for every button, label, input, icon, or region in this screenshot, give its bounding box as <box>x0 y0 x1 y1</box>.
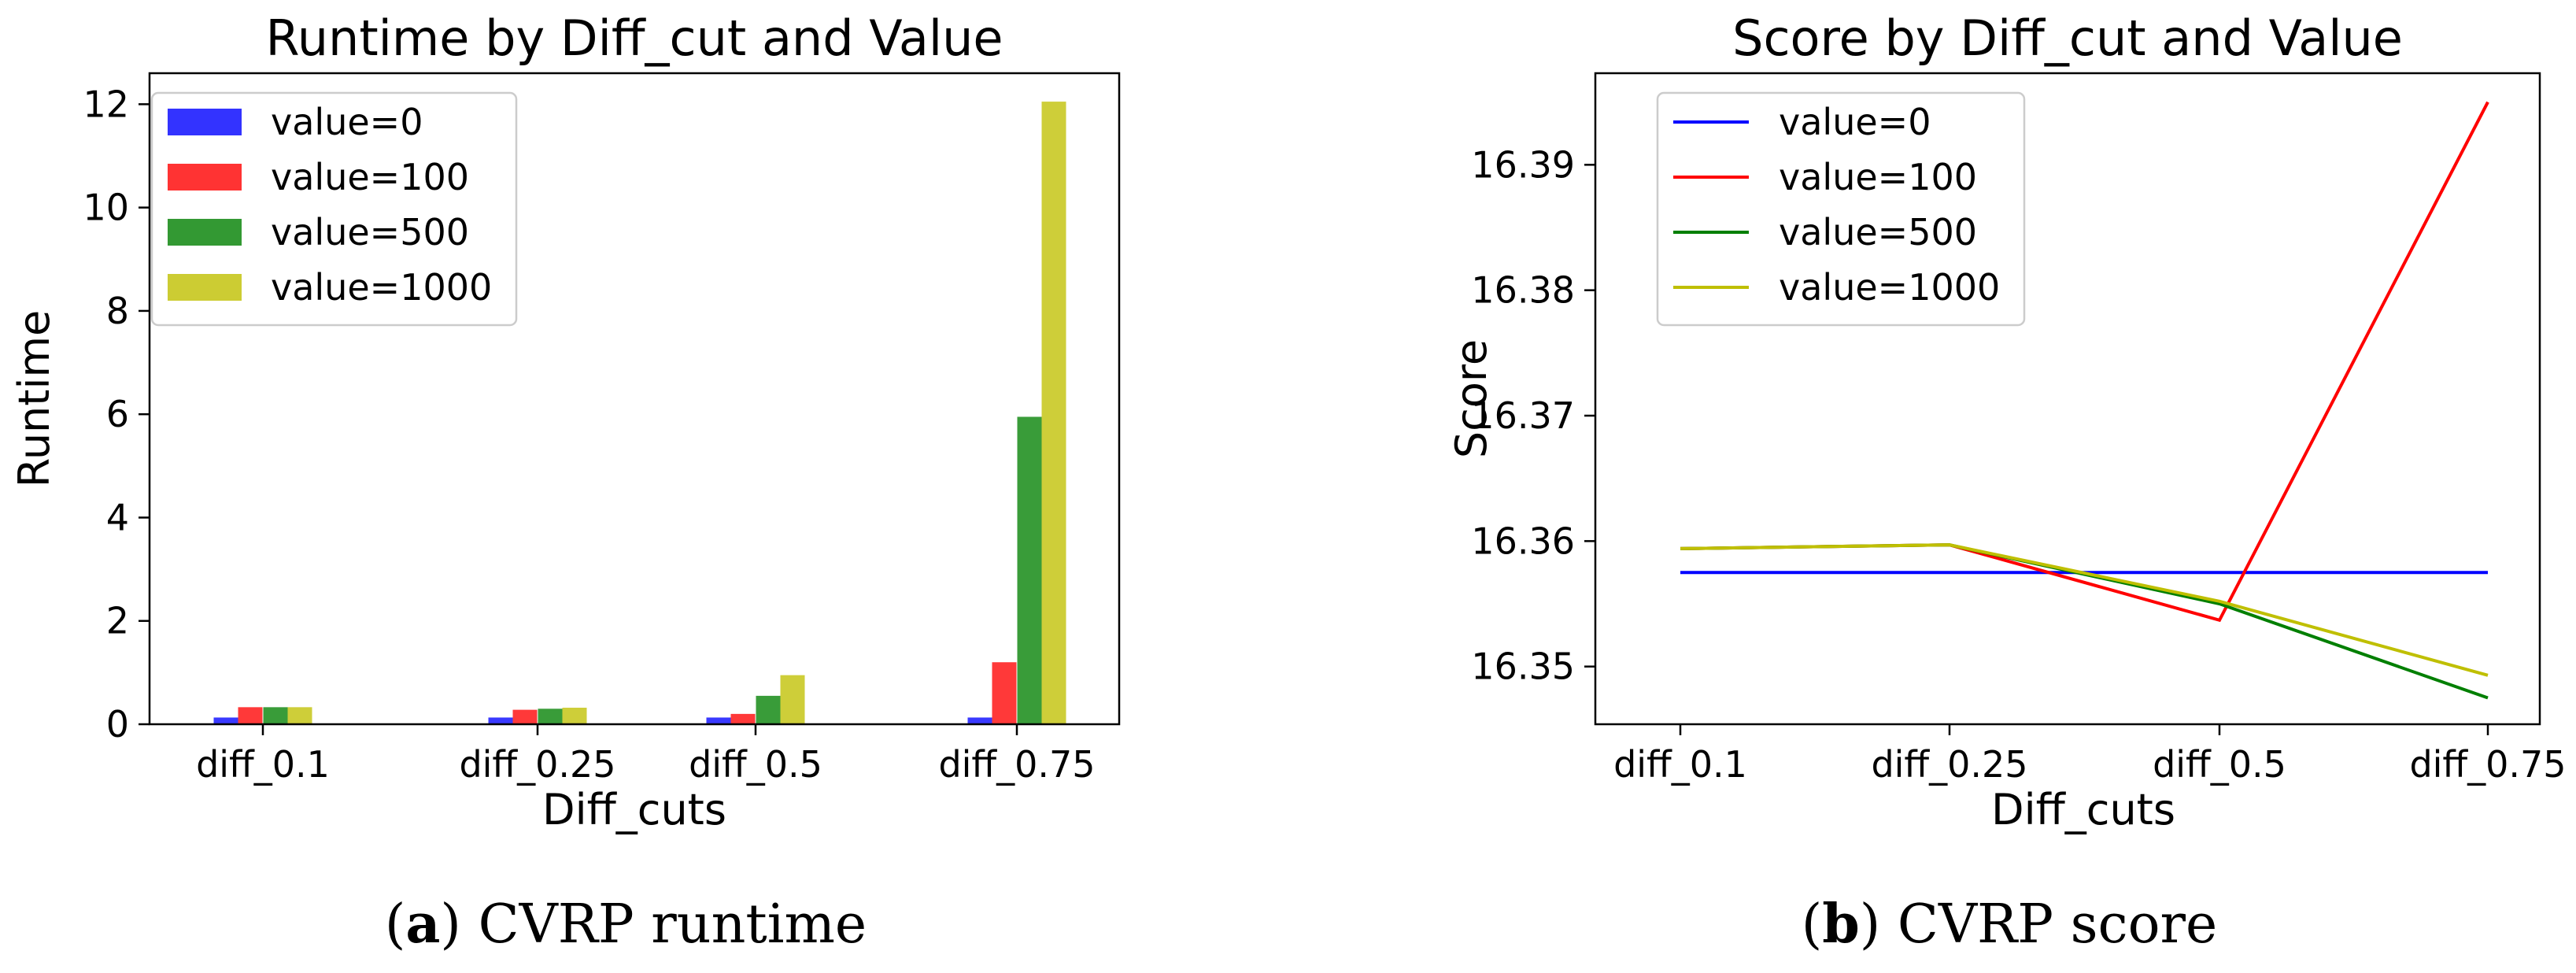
line-value-500 <box>1680 543 2489 700</box>
legend-swatch-value-1000 <box>168 274 242 301</box>
bar-value-0-diff_0.25 <box>488 717 513 724</box>
legend-swatch-value-100 <box>168 164 242 191</box>
chart-b-y-axis-label: Score <box>1447 339 1496 458</box>
y-tick-label: 4 <box>106 496 129 538</box>
y-tick-label: 10 <box>83 187 129 229</box>
y-tick-label: 12 <box>83 83 129 125</box>
chart-b-plot-frame <box>1594 72 2541 726</box>
legend-label-value-500: value=500 <box>1779 211 1977 253</box>
x-tick-label: diff_0.25 <box>459 743 615 786</box>
y-tick-label: 16.36 <box>1471 520 1575 562</box>
bar-value-500-diff_0.75 <box>1017 416 1042 724</box>
bar-value-1000-diff_0.25 <box>562 707 587 724</box>
legend-label-value-1000: value=1000 <box>271 266 492 309</box>
caption-a: (a) CVRP runtime <box>385 893 867 956</box>
svg-text:(b) CVRP score: (b) CVRP score <box>1802 893 2218 956</box>
chart-b-title: Score by Diff_cut and Value <box>1732 9 2403 67</box>
legend-label-value-100: value=100 <box>1779 156 1977 198</box>
chart-a-x-axis-label: Diff_cuts <box>542 785 726 834</box>
svg-text:(a) CVRP runtime: (a) CVRP runtime <box>385 893 867 956</box>
x-tick-label: diff_0.1 <box>196 743 330 786</box>
chart-b-x-axis-label: Diff_cuts <box>1991 785 2175 834</box>
x-tick-label: diff_0.25 <box>1871 743 2027 786</box>
y-tick-label: 16.39 <box>1471 143 1575 186</box>
caption-a-text: CVRP runtime <box>479 893 867 956</box>
y-tick-label: 6 <box>106 393 129 435</box>
x-tick-label: diff_0.5 <box>2153 743 2286 786</box>
legend-swatch-value-500 <box>168 219 242 246</box>
bar-value-1000-diff_0.1 <box>287 707 312 724</box>
caption-b-letter: b <box>1822 893 1860 956</box>
bar-value-100-diff_0.75 <box>992 662 1017 724</box>
legend-frame <box>1656 91 2026 327</box>
y-tick-label: 0 <box>106 703 129 745</box>
x-tick-label: diff_0.75 <box>2409 743 2566 786</box>
bar-value-500-diff_0.5 <box>756 695 781 724</box>
y-tick-label: 16.38 <box>1471 269 1575 312</box>
bar-value-0-diff_0.75 <box>967 717 992 724</box>
legend-label-value-100: value=100 <box>271 156 469 198</box>
y-tick-label: 16.37 <box>1471 394 1575 437</box>
caption-a-letter: a <box>405 893 440 956</box>
legend-frame <box>150 91 518 327</box>
y-tick-label: 16.35 <box>1471 646 1575 688</box>
chart-a-y-axis-label: Runtime <box>9 310 59 488</box>
x-tick-label: diff_0.5 <box>689 743 822 786</box>
bar-value-100-diff_0.25 <box>512 709 538 724</box>
chart-a-legend: value=0 value=100 value=500 value=1000 <box>150 91 518 327</box>
y-tick-label: 2 <box>106 600 129 642</box>
chart-b-legend: value=0 value=100 value=500 value=1000 <box>1656 91 2026 327</box>
bar-value-0-diff_0.5 <box>706 717 731 724</box>
runtime-bar-chart: Runtime by Diff_cut and Value 0 2 4 6 8 10 12 di… <box>9 9 1121 834</box>
legend-label-value-0: value=0 <box>1779 101 1931 143</box>
legend-label-value-500: value=500 <box>271 211 469 253</box>
chart-a-title: Runtime by Diff_cut and Value <box>265 9 1003 67</box>
y-tick-label: 8 <box>106 290 129 332</box>
bar-value-1000-diff_0.75 <box>1041 102 1066 724</box>
bar-value-100-diff_0.5 <box>730 713 756 724</box>
legend-label-value-0: value=0 <box>271 101 423 143</box>
x-tick-label: diff_0.75 <box>938 743 1095 786</box>
bar-value-1000-diff_0.5 <box>780 675 805 724</box>
bar-value-100-diff_0.1 <box>238 707 263 724</box>
legend-swatch-value-0 <box>168 109 242 135</box>
x-tick-label: diff_0.1 <box>1613 743 1747 786</box>
bar-value-500-diff_0.25 <box>538 708 563 724</box>
bar-value-0-diff_0.1 <box>213 717 238 724</box>
chart-a-plot-frame <box>148 72 1121 726</box>
caption-b: (b) CVRP score <box>1802 893 2218 956</box>
legend-label-value-1000: value=1000 <box>1779 266 2000 309</box>
caption-b-text: CVRP score <box>1898 893 2217 956</box>
score-line-chart: Score by Diff_cut and Value 16.35 16.36 16.… <box>1447 9 2567 834</box>
bar-value-500-diff_0.1 <box>263 707 288 724</box>
line-value-1000 <box>1680 543 2489 677</box>
